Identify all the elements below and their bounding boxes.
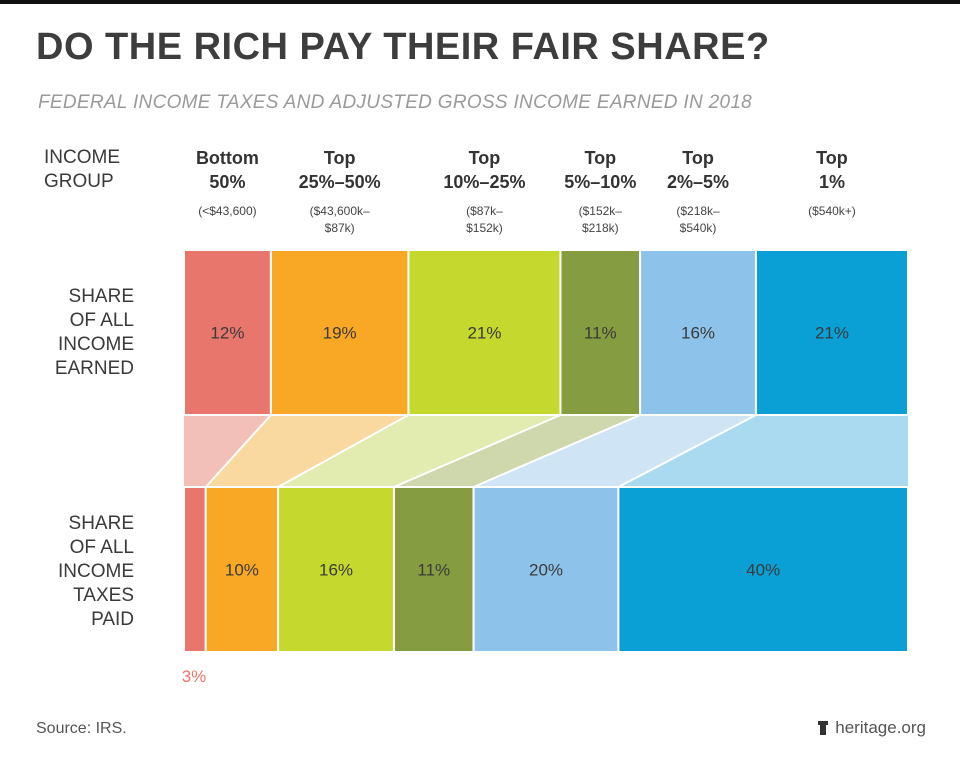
- connector-divider: [473, 414, 641, 488]
- income-bar: [269, 249, 410, 416]
- group-income-range: ($87k– $152k): [466, 204, 503, 235]
- connector-band: [473, 415, 756, 487]
- connector-divider: [277, 414, 409, 488]
- tax-value-label: 20%: [529, 561, 563, 580]
- income-group-label: INCOME GROUP: [44, 147, 120, 192]
- income-value-label: 21%: [467, 324, 501, 343]
- tax-bar: [183, 486, 207, 653]
- tax-value-label: 11%: [417, 561, 450, 580]
- tax-bar: [277, 486, 395, 653]
- connector-band: [278, 415, 561, 487]
- group-income-range: ($152k– $218k): [578, 204, 622, 235]
- connector-divider: [617, 414, 757, 488]
- tax-bar: [472, 486, 620, 653]
- group-name: Top 10%–25%: [443, 148, 526, 192]
- publisher-credit: heritage.org: [817, 718, 926, 738]
- group-name: Top 25%–50%: [298, 148, 381, 192]
- income-value-label: 12%: [210, 324, 244, 343]
- chart-title: DO THE RICH PAY THEIR FAIR SHARE?: [36, 26, 770, 68]
- group-name: Top 5%–10%: [564, 148, 637, 192]
- connector-divider: [393, 414, 561, 488]
- income-value-label: 21%: [815, 324, 849, 343]
- income-value-label: 19%: [323, 324, 357, 343]
- tax-value-label: 16%: [319, 561, 353, 580]
- income-bar: [639, 249, 757, 416]
- connector-band: [205, 415, 409, 487]
- income-bar: [754, 249, 910, 416]
- income-bar: [559, 249, 642, 416]
- group-income-range: ($218k– $540k): [676, 204, 720, 235]
- publisher-name: heritage.org: [835, 718, 926, 737]
- group-name: Top 2%–5%: [667, 148, 730, 192]
- income-bar: [183, 249, 272, 416]
- tax-bar: [392, 486, 475, 653]
- connector-band: [184, 415, 271, 487]
- group-income-range: ($43,600k– $87k): [309, 204, 370, 235]
- lighthouse-icon: [817, 721, 829, 735]
- top-border: [0, 0, 960, 4]
- share-taxes-label: SHARE OF ALL INCOME TAXES PAID: [58, 513, 134, 630]
- share-income-label: SHARE OF ALL INCOME EARNED: [54, 286, 134, 379]
- source-note: Source: IRS.: [36, 720, 127, 737]
- tax-value-label: 10%: [225, 561, 259, 580]
- income-value-label: 16%: [681, 324, 715, 343]
- tax-value-label: 3%: [182, 667, 207, 686]
- tax-value-label: 40%: [746, 561, 780, 580]
- group-name: Top 1%: [816, 148, 848, 192]
- tax-bar: [617, 486, 910, 653]
- group-name: Bottom 50%: [195, 148, 259, 192]
- income-value-label: 11%: [584, 324, 617, 343]
- group-income-range: ($540k+): [808, 204, 856, 218]
- connector-divider: [204, 414, 272, 488]
- tax-bar: [204, 486, 280, 653]
- connector-band: [393, 415, 641, 487]
- chart-subtitle: FEDERAL INCOME TAXES AND ADJUSTED GROSS …: [38, 92, 753, 113]
- connector-band: [618, 415, 908, 487]
- group-income-range: (<$43,600): [198, 204, 257, 218]
